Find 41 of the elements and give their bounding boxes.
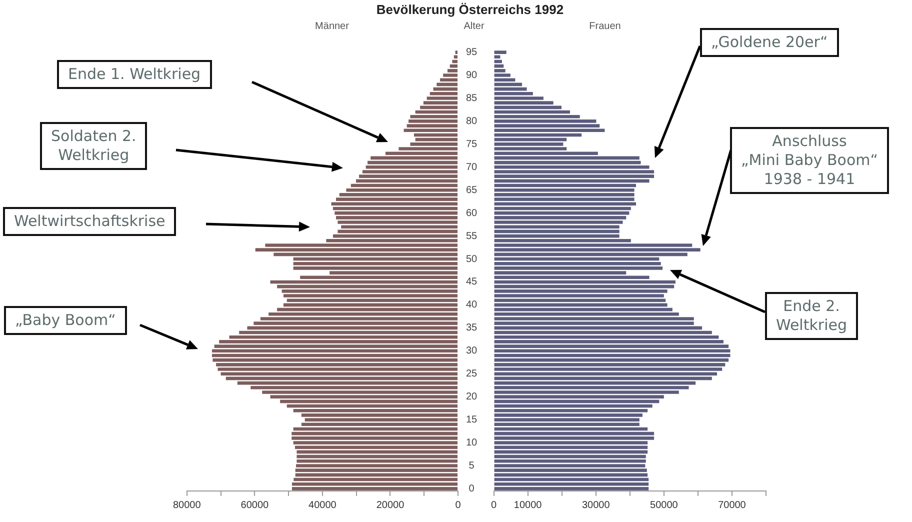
text: Weltwirtschaftskrise bbox=[3, 207, 176, 236]
y-tick-label: 70 bbox=[466, 162, 478, 173]
y-tick-label: 85 bbox=[466, 92, 478, 104]
annotation: „Goldene 20er“ bbox=[700, 28, 839, 57]
y-tick-label: 65 bbox=[466, 184, 478, 196]
chart-title: Bevölkerung Österreichs 1992 bbox=[376, 2, 564, 17]
y-tick-label: 5 bbox=[468, 460, 475, 472]
x-tick-label: 0 bbox=[455, 500, 462, 511]
y-tick-label: 35 bbox=[466, 322, 478, 334]
y-tick-label: 40 bbox=[466, 300, 478, 311]
y-axis-title: Alter bbox=[464, 21, 484, 32]
text: „Baby Boom“ bbox=[4, 306, 127, 335]
text: Soldaten 2. Weltkrieg bbox=[40, 122, 148, 170]
text: Ende 2. Weltkrieg bbox=[765, 292, 858, 340]
y-tick-label: 25 bbox=[466, 368, 478, 380]
y-tick-label: 55 bbox=[466, 230, 478, 242]
annotation: Anschluss „Mini Baby Boom“ 1938 - 1941 bbox=[730, 127, 889, 194]
y-tick-label: 30 bbox=[466, 346, 478, 357]
x-tick-label: 70000 bbox=[718, 500, 746, 511]
x-tick-label: 20000 bbox=[376, 500, 405, 511]
y-tick-label: 95 bbox=[466, 47, 478, 58]
y-tick-label: 10 bbox=[466, 438, 478, 449]
y-tick-label: 50 bbox=[466, 254, 478, 265]
x-tick-label: 80000 bbox=[173, 500, 202, 511]
y-tick-label: 80 bbox=[466, 116, 478, 127]
y-tick-label: 20 bbox=[466, 392, 478, 403]
annotation: Ende 1. Weltkrieg bbox=[57, 60, 212, 89]
x-tick-label: 30000 bbox=[582, 500, 610, 511]
y-tick-label: 75 bbox=[466, 138, 478, 150]
x-tick-label: 40000 bbox=[308, 500, 337, 511]
x-tick-label: 0 bbox=[491, 500, 497, 511]
y-tick-label: 60 bbox=[466, 208, 478, 219]
chart-subtitle: Frauen bbox=[589, 21, 621, 32]
chart-subtitle: Männer bbox=[315, 21, 349, 32]
y-tick-label: 15 bbox=[466, 414, 478, 426]
y-tick-label: 45 bbox=[466, 276, 478, 288]
x-tick-label: 60000 bbox=[240, 500, 270, 511]
y-tick-label: 0 bbox=[468, 483, 475, 494]
x-tick-label: 10000 bbox=[514, 500, 542, 511]
y-tick-label: 90 bbox=[466, 70, 478, 82]
x-tick-label: 50000 bbox=[650, 500, 678, 511]
